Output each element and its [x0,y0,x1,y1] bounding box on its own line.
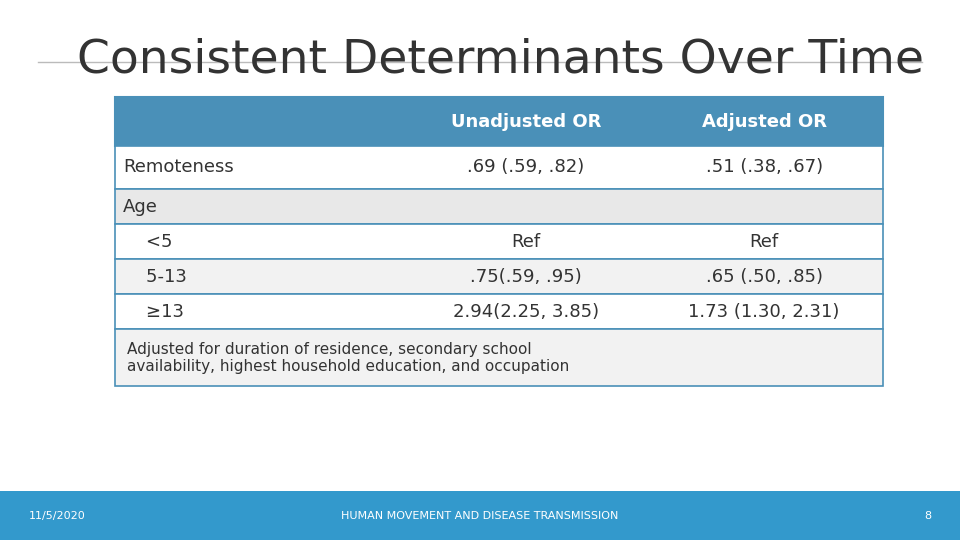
Bar [115,189,883,224]
Text: ≥13: ≥13 [123,303,184,321]
Text: .75(.59, .95): .75(.59, .95) [470,268,582,286]
Text: Unadjusted OR: Unadjusted OR [451,112,601,131]
Text: Ref: Ref [512,233,540,251]
Text: .51 (.38, .67): .51 (.38, .67) [706,158,823,177]
Text: Ref: Ref [750,233,779,251]
Text: Adjusted OR: Adjusted OR [702,112,827,131]
Bar [115,259,883,294]
Text: 11/5/2020: 11/5/2020 [29,511,85,521]
Bar [115,146,883,189]
Bar [115,97,883,146]
Text: <5: <5 [123,233,173,251]
Text: 2.94(2.25, 3.85): 2.94(2.25, 3.85) [453,303,599,321]
Text: .69 (.59, .82): .69 (.59, .82) [468,158,585,177]
Text: 5-13: 5-13 [123,268,187,286]
Text: Remoteness: Remoteness [123,158,233,177]
Text: 8: 8 [924,511,931,521]
Text: .65 (.50, .85): .65 (.50, .85) [706,268,823,286]
Text: Adjusted for duration of residence, secondary school
availability, highest house: Adjusted for duration of residence, seco… [127,342,569,374]
Text: 1.73 (1.30, 2.31): 1.73 (1.30, 2.31) [688,303,840,321]
Text: Consistent Determinants Over Time: Consistent Determinants Over Time [77,38,924,83]
Bar [0,491,960,540]
Bar [115,224,883,259]
Bar [115,294,883,329]
Text: HUMAN MOVEMENT AND DISEASE TRANSMISSION: HUMAN MOVEMENT AND DISEASE TRANSMISSION [342,511,618,521]
Text: Age: Age [123,198,157,215]
Bar [115,329,883,386]
